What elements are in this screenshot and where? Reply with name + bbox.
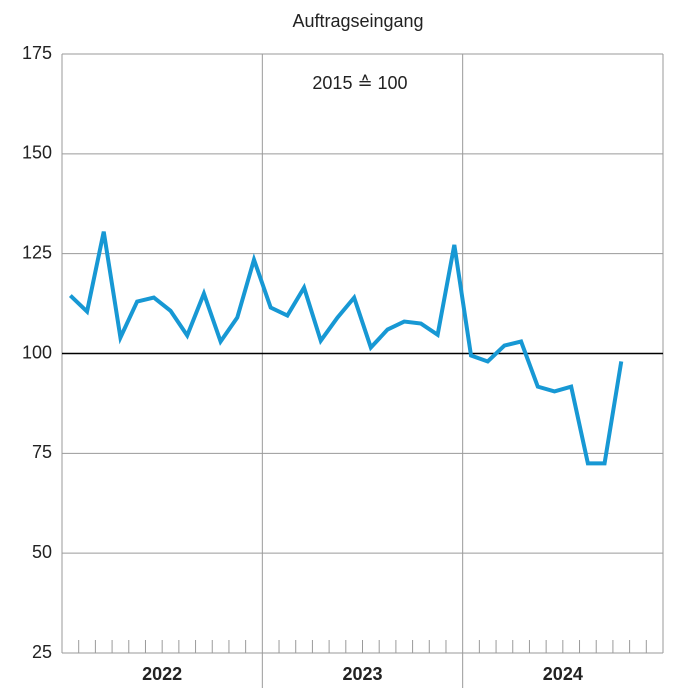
y-tick-label: 150 bbox=[22, 143, 52, 163]
annotation: 2015 ≙ 100 bbox=[312, 73, 407, 93]
x-group-label: 2022 bbox=[142, 664, 182, 684]
y-tick-label: 25 bbox=[32, 642, 52, 662]
x-group-label: 2024 bbox=[543, 664, 583, 684]
chart-title: Auftragseingang bbox=[292, 11, 423, 31]
data-line bbox=[68, 231, 624, 466]
y-tick-label: 50 bbox=[32, 542, 52, 562]
y-tick-label: 175 bbox=[22, 43, 52, 63]
y-tick-label: 125 bbox=[22, 242, 52, 262]
x-group-label: 2023 bbox=[342, 664, 382, 684]
y-tick-label: 100 bbox=[22, 342, 52, 362]
y-tick-label: 75 bbox=[32, 442, 52, 462]
